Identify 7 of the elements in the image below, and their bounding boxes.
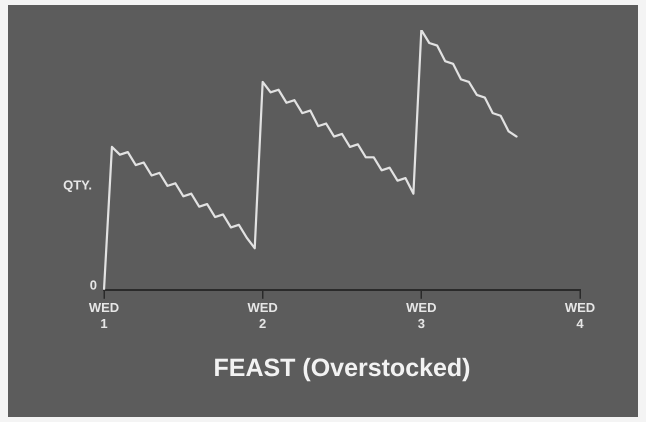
- x-tick-label: WED 1: [88, 300, 120, 331]
- x-tick-label: WED 4: [564, 300, 596, 331]
- text: FEAST (Overstocked): [213, 354, 471, 382]
- text: 0: [90, 277, 97, 292]
- y-axis-title: QTY.: [63, 177, 92, 192]
- x-tick-label: WED 2: [247, 300, 278, 331]
- x-tick-label: WED 3: [406, 300, 437, 331]
